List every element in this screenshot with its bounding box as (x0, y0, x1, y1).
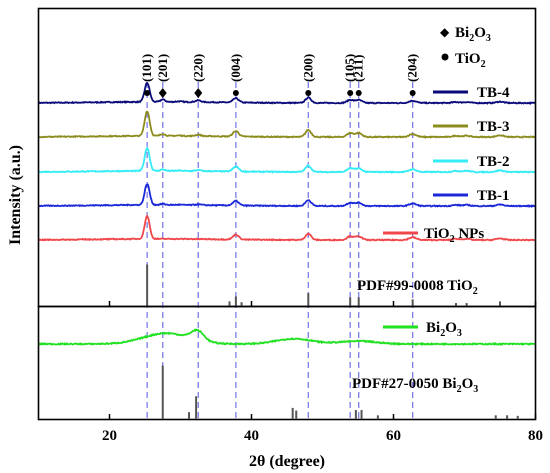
peak-label: (201) (155, 54, 170, 82)
peak-label: (101) (139, 54, 154, 82)
reference-label-bi2o3: PDF#27-0050 Bi2O3 (352, 376, 478, 395)
bi2o3-marker (194, 88, 203, 98)
x-tick-label: 80 (528, 428, 543, 444)
xrd-curve (38, 110, 536, 139)
x-axis-title: 2θ (degree) (249, 453, 325, 470)
xrd-curves (37, 81, 537, 347)
series-legend: TB-4 TB-3 TB-2 TB-1 TiO2 NPs Bi2O3 (383, 85, 510, 339)
tio2-marker (355, 90, 362, 96)
reference-label-tio2: PDF#99-0008 TiO2 (357, 278, 478, 297)
x-axis-ticks: 20 40 60 80 (102, 301, 543, 444)
x-tick-label: 60 (386, 428, 401, 444)
legend-tio2: TiO2 (455, 51, 486, 70)
peak-guide-lines (146, 82, 414, 419)
phase-legend: ◆ Bi2O3 TiO2 (440, 25, 491, 70)
legend-label-tb1: TB-1 (477, 188, 510, 204)
legend-label-tio2-nps: TiO2 NPs (424, 226, 484, 245)
xrd-curve (37, 183, 536, 208)
x-tick-label: 20 (102, 428, 117, 444)
peak-label: (220) (190, 54, 205, 82)
dot-icon (441, 53, 449, 61)
tio2-marker (409, 90, 416, 96)
bottom-panel-frame (37, 305, 537, 421)
legend-label-tb3: TB-3 (477, 119, 510, 135)
peak-label: (204) (405, 54, 420, 82)
legend-bi2o3: Bi2O3 (455, 25, 491, 44)
xrd-curve (37, 146, 536, 174)
legend-label-bi2o3: Bi2O3 (426, 320, 462, 339)
xrd-curve (38, 214, 536, 242)
legend-label-tb4: TB-4 (477, 85, 510, 101)
y-axis-title: Intensity (a.u.) (7, 145, 24, 245)
xrd-curve (37, 81, 537, 105)
peak-label: (105) (342, 54, 357, 82)
x-tick-label: 40 (244, 428, 259, 444)
reference-sticks (146, 264, 519, 419)
tio2-marker (232, 90, 239, 96)
tio2-marker (305, 90, 312, 96)
peak-label: (200) (300, 54, 315, 82)
legend-label-tb2: TB-2 (477, 154, 510, 170)
bi2o3-marker (158, 88, 167, 98)
tio2-marker (144, 90, 151, 96)
diamond-icon: ◆ (440, 25, 450, 39)
tio2-marker (347, 90, 354, 96)
peak-label: (211) (351, 55, 366, 82)
xrd-curve (37, 328, 536, 347)
peak-label: (004) (228, 54, 243, 82)
peak-labels: (101) (201) (220) (004) (200) (105)(211) (204) (139, 54, 420, 98)
